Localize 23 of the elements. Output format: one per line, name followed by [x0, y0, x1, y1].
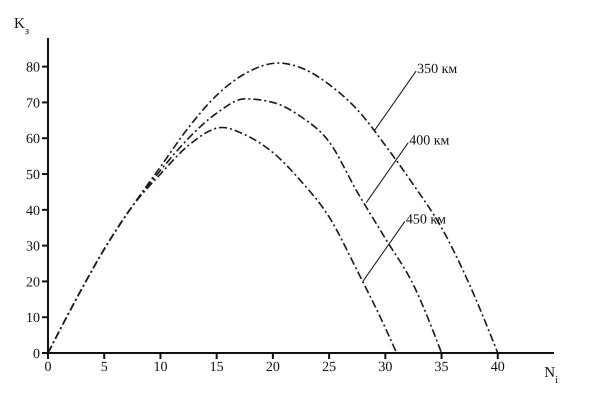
- y-tick-label: 0: [33, 346, 40, 362]
- x-tick-label: 5: [100, 360, 108, 375]
- x-tick-label: 15: [210, 360, 224, 375]
- x-tick-label: 35: [434, 360, 449, 375]
- x-tick-label: 25: [322, 360, 336, 375]
- y-tick-label: 20: [26, 275, 40, 290]
- y-tick-label: 30: [26, 240, 40, 255]
- annotation: 450 км: [406, 212, 446, 228]
- y-tick-label: 70: [26, 96, 40, 112]
- annotation: 400 км: [409, 134, 450, 149]
- y-axis-title: K$_{з}$: [14, 16, 29, 36]
- x-tick-label: 10: [153, 360, 168, 375]
- y-tick-label: 10: [26, 311, 40, 326]
- x-tick-label: 20: [266, 360, 280, 375]
- y-tick-label: 80: [26, 60, 40, 76]
- y-tick-label: 40: [26, 204, 40, 219]
- x-tick-label: 0: [44, 360, 52, 375]
- annotation: 350 км: [417, 62, 458, 78]
- x-tick-label: 30: [378, 360, 392, 375]
- y-tick-label: 50: [26, 168, 40, 183]
- y-tick-label: 60: [26, 132, 40, 148]
- x-tick-label: 40: [490, 360, 505, 375]
- x-axis-title: N$_{i}$: [544, 365, 558, 386]
